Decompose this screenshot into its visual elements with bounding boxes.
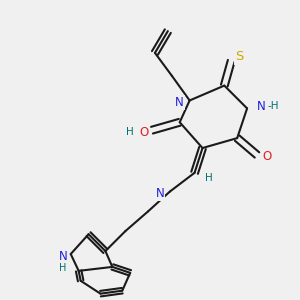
- Text: S: S: [235, 50, 243, 63]
- Text: H: H: [59, 263, 67, 273]
- Text: O: O: [262, 150, 272, 164]
- Text: H: H: [126, 127, 134, 137]
- Text: N: N: [256, 100, 265, 113]
- Text: -H: -H: [267, 101, 279, 111]
- Text: N: N: [155, 187, 164, 200]
- Text: N: N: [58, 250, 67, 262]
- Text: N: N: [175, 96, 184, 109]
- Text: H: H: [205, 173, 212, 183]
- Text: O: O: [140, 126, 149, 139]
